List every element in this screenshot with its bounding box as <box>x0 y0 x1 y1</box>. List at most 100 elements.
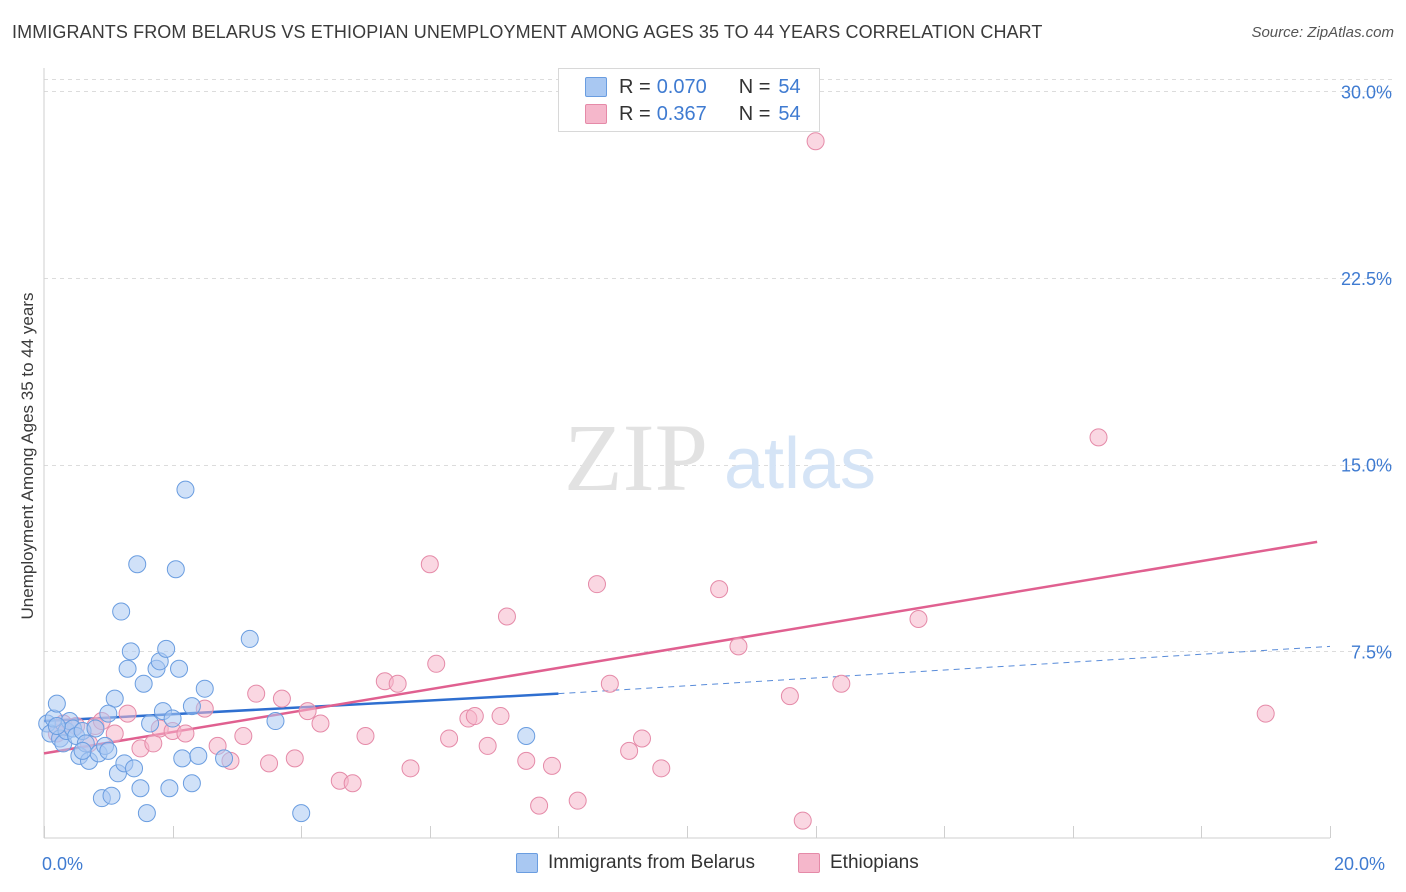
belarus-point <box>189 746 208 765</box>
ethiopian-point <box>780 687 799 706</box>
belarus-point <box>163 709 182 728</box>
grid-lines <box>44 79 1392 652</box>
legend-r-value: 0.070 <box>656 75 707 98</box>
ethiopian-point <box>465 707 484 726</box>
ethiopian-point <box>491 707 510 726</box>
ethiopian-point <box>710 580 729 599</box>
legend-label-ethiopians: Ethiopians <box>830 852 919 873</box>
belarus-point <box>131 779 150 798</box>
belarus-point <box>141 714 160 733</box>
belarus-point <box>137 804 156 823</box>
trend-lines <box>43 540 1331 755</box>
ethiopian-point <box>285 749 304 768</box>
ethiopian-point <box>620 741 639 760</box>
ethiopian-point <box>793 811 812 830</box>
ethiopian-point <box>909 610 928 629</box>
legend-item-ethiopians: Ethiopians <box>798 852 919 874</box>
axes <box>43 68 1331 839</box>
legend-row-ethiopians: R = 0.367 N = 54 <box>585 101 801 127</box>
belarus-points <box>38 480 536 823</box>
belarus-point <box>240 629 259 648</box>
legend-swatch-ethiopians <box>585 104 607 124</box>
legend-n-label: N = <box>738 75 771 98</box>
correlation-legend: R = 0.070 N = 54 R = 0.367 N = 54 <box>558 68 820 132</box>
ethiopian-point <box>388 674 407 693</box>
ethiopian-point <box>497 607 516 626</box>
belarus-point <box>166 560 185 579</box>
ethiopian-point <box>401 759 420 778</box>
ethiopian-point <box>234 726 253 745</box>
ethiopian-point <box>530 796 549 815</box>
belarus-point <box>121 642 140 661</box>
x-tick-min: 0.0% <box>42 854 84 874</box>
ethiopian-point <box>144 734 163 753</box>
ethiopian-point <box>806 132 825 151</box>
legend-r-value: 0.367 <box>656 102 707 125</box>
ethiopian-point <box>1256 704 1275 723</box>
ethiopian-point <box>298 702 317 721</box>
legend-swatch-belarus <box>585 77 607 97</box>
watermark-atlas: atlas <box>724 424 876 504</box>
belarus-point <box>195 679 214 698</box>
belarus-point <box>102 786 121 805</box>
belarus-point <box>118 659 137 678</box>
ethiopian-point <box>105 724 124 743</box>
belarus-point <box>160 779 179 798</box>
ethiopian-point <box>729 637 748 656</box>
belarus-point <box>215 749 234 768</box>
ethiopian-point <box>247 684 266 703</box>
belarus-trend-extension <box>558 645 1331 695</box>
legend-n-value: 54 <box>778 75 801 98</box>
legend-swatch-belarus <box>516 853 538 873</box>
watermark: ZIP atlas <box>564 404 876 511</box>
ethiopian-point <box>568 791 587 810</box>
belarus-point <box>86 719 105 738</box>
ethiopian-point <box>440 729 459 748</box>
belarus-point <box>170 659 189 678</box>
ethiopian-point <box>272 689 291 708</box>
ethiopian-point <box>1089 428 1108 447</box>
belarus-point <box>292 804 311 823</box>
legend-n-label: N = <box>738 102 771 125</box>
legend-row-belarus: R = 0.070 N = 54 <box>585 74 801 100</box>
series-legend: Immigrants from Belarus Ethiopians <box>0 852 1406 878</box>
belarus-point <box>47 694 66 713</box>
legend-swatch-ethiopians <box>798 853 820 873</box>
belarus-point <box>182 697 201 716</box>
y-tick-label: 15.0% <box>1341 456 1392 476</box>
legend-r-label: R = <box>619 75 651 98</box>
ethiopian-point <box>542 756 561 775</box>
ethiopian-point <box>311 714 330 733</box>
belarus-point <box>134 674 153 693</box>
y-tick-label: 30.0% <box>1341 82 1392 102</box>
ethiopian-trend-line <box>43 540 1318 755</box>
ethiopian-point <box>587 575 606 594</box>
y-tick-labels: 7.5% 15.0% 22.5% 30.0% <box>1341 82 1392 662</box>
legend-n-value: 54 <box>778 102 801 125</box>
ethiopian-point <box>517 751 536 770</box>
belarus-point <box>99 741 118 760</box>
belarus-point <box>176 480 195 499</box>
chart-title: IMMIGRANTS FROM BELARUS VS ETHIOPIAN UNE… <box>12 22 1043 42</box>
ethiopian-point <box>420 555 439 574</box>
source-label: Source: ZipAtlas.com <box>1251 24 1394 41</box>
belarus-point <box>128 555 147 574</box>
ethiopian-point <box>632 729 651 748</box>
ethiopian-point <box>118 704 137 723</box>
legend-label-belarus: Immigrants from Belarus <box>548 852 755 873</box>
ethiopian-point <box>600 674 619 693</box>
legend-item-belarus: Immigrants from Belarus <box>516 852 755 874</box>
ethiopian-point <box>343 774 362 793</box>
ethiopian-point <box>260 754 279 773</box>
ethiopian-point <box>652 759 671 778</box>
ethiopian-point <box>356 726 375 745</box>
belarus-point <box>73 741 92 760</box>
belarus-point <box>182 774 201 793</box>
belarus-point <box>125 759 144 778</box>
y-tick-label: 7.5% <box>1351 642 1392 662</box>
belarus-point <box>517 726 536 745</box>
ethiopian-point <box>176 724 195 743</box>
belarus-point <box>47 717 66 736</box>
y-tick-label: 22.5% <box>1341 269 1392 289</box>
